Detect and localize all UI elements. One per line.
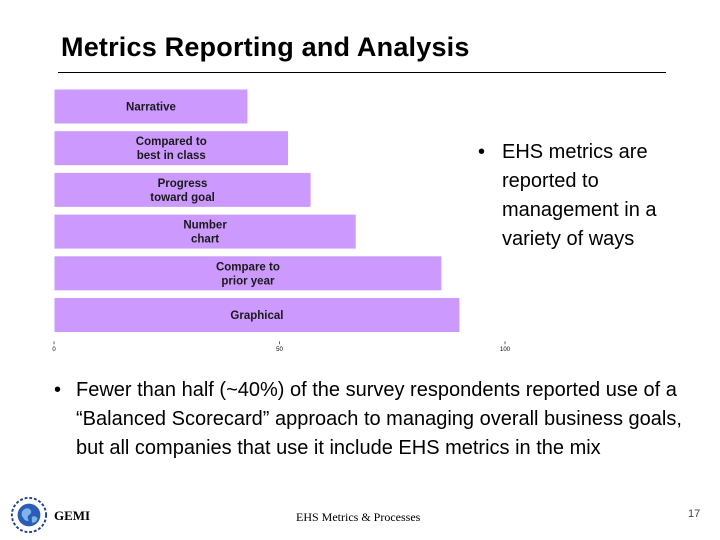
- bar-label: Narrative: [126, 102, 176, 114]
- x-tick-label: 0: [52, 347, 56, 353]
- globe-logo-icon: [10, 496, 48, 534]
- bullet-bottom: • Fewer than half (~40%) of the survey r…: [50, 376, 690, 463]
- bar: [53, 171, 312, 208]
- footer-title: EHS Metrics & Processes: [296, 510, 421, 524]
- logo-text: GEMI: [54, 508, 91, 523]
- x-axis: 0 50 100: [52, 341, 511, 353]
- bar: [53, 88, 249, 125]
- bullet-text-ehs-metrics: EHS metrics are reported to management i…: [502, 141, 657, 250]
- bar-label: Number chart: [183, 220, 227, 246]
- x-tick-label: 100: [500, 347, 511, 353]
- bar-chart: Narrative Compared to best in class Progres…: [52, 88, 511, 353]
- bar: [53, 255, 443, 292]
- bullet-symbol: •: [54, 379, 62, 401]
- bar-label: Progress toward goal: [150, 178, 215, 204]
- bullet-symbol: •: [478, 141, 486, 163]
- bar: [53, 213, 357, 250]
- bar: [53, 130, 290, 167]
- title-divider: [58, 72, 666, 73]
- bar: [53, 297, 461, 333]
- bar-label: Graphical: [230, 310, 283, 322]
- bar-label: Compare to prior year: [216, 261, 280, 287]
- chart-bars: Narrative Compared to best in class Progres…: [53, 88, 461, 333]
- bullet-text-balanced-scorecard: Fewer than half (~40%) of the survey res…: [76, 379, 682, 459]
- page-number: 17: [688, 508, 701, 520]
- bar-label: Compared to best in class: [136, 136, 207, 162]
- x-tick-label: 50: [276, 347, 283, 353]
- slide-title: Metrics Reporting and Analysis: [61, 32, 470, 62]
- bullet-right: • EHS metrics are reported to management…: [478, 138, 688, 254]
